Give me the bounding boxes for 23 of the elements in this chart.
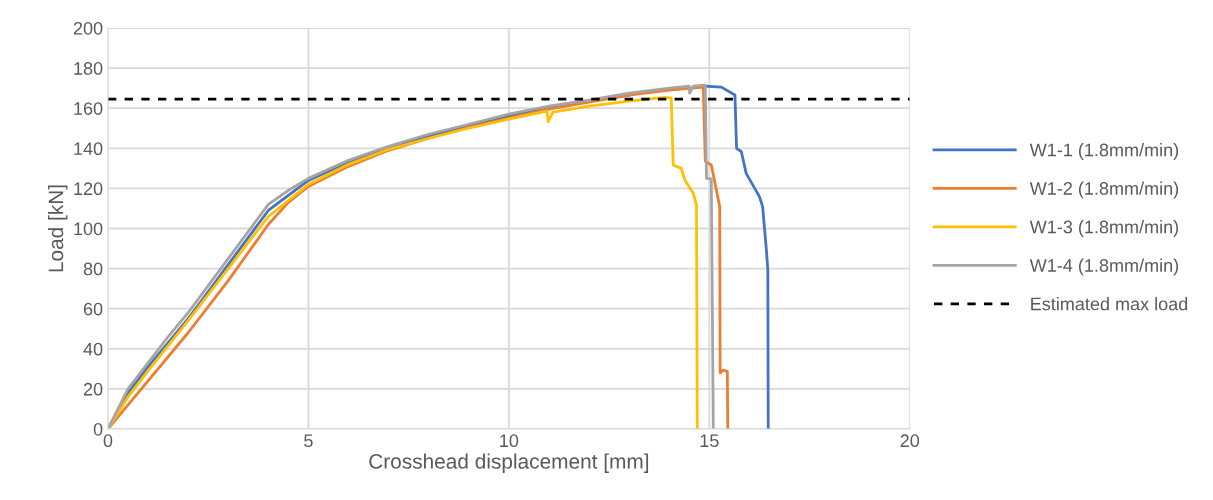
- legend-label: W1-4 (1.8mm/min): [1029, 258, 1179, 276]
- legend-label: W1-3 (1.8mm/min): [1029, 220, 1179, 237]
- y-tick-label: 0: [93, 422, 103, 436]
- x-tick-label: 5: [304, 434, 313, 448]
- x-tick-label: 15: [700, 434, 719, 448]
- x-axis-title: Crosshead displacement [mm]: [369, 453, 649, 473]
- y-tick-label: 180: [74, 62, 103, 75]
- y-tick-label: 60: [83, 302, 103, 316]
- y-axis-title: Load [kN]: [48, 185, 68, 272]
- legend-label: W1-1 (1.8mm/min): [1029, 143, 1179, 160]
- y-tick-label: 40: [83, 342, 103, 356]
- y-tick-label: 100: [74, 222, 103, 236]
- x-tick-label: 20: [900, 434, 920, 448]
- y-tick-label: 20: [83, 382, 103, 396]
- y-tick-label: 140: [74, 142, 103, 156]
- legend-label: W1-2 (1.8mm/min): [1029, 181, 1179, 199]
- legend-label: Estimated max load: [1031, 297, 1188, 311]
- x-tick-label: 0: [103, 434, 113, 448]
- y-tick-label: 80: [83, 262, 103, 276]
- y-tick-label: 200: [73, 21, 103, 35]
- y-tick-label: 160: [74, 102, 103, 115]
- x-tick-label: 10: [500, 434, 519, 448]
- y-tick-label: 120: [74, 182, 103, 196]
